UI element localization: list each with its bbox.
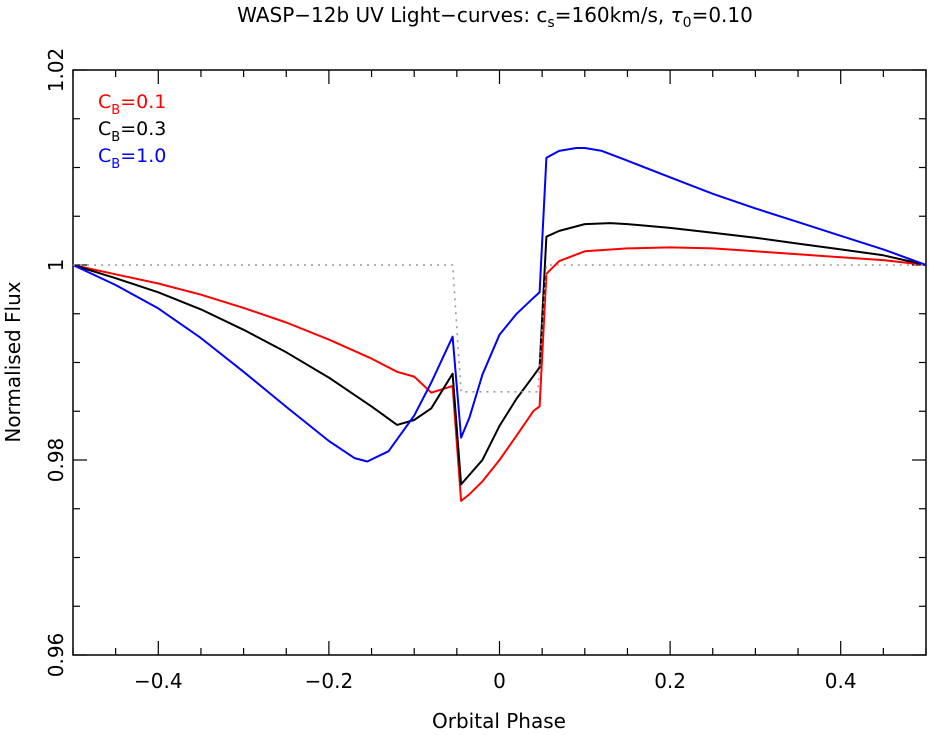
legend-label-main: C	[98, 118, 111, 140]
x-axis-label: Orbital Phase	[432, 709, 566, 733]
legend-label-sub: B	[111, 103, 120, 118]
series-line-3	[72, 147, 927, 463]
title-suffix: =0.10	[692, 3, 753, 27]
y-tick-label: 0.98	[44, 438, 68, 483]
legend-entry-3: CB=1.0	[98, 145, 166, 172]
x-tick-label: 0	[493, 669, 506, 693]
title-subscript-0: 0	[683, 15, 692, 31]
y-tick-label: 1.02	[44, 48, 68, 93]
series-line-2	[72, 222, 927, 486]
legend-entry-1: CB=0.1	[98, 91, 166, 118]
y-tick-label: 0.96	[44, 633, 68, 678]
tick-labels: −0.4 −0.2 0 0.2 0.4 0.96 0.98 1 1.02	[44, 48, 857, 693]
axis-ticks	[72, 69, 927, 656]
title-tau: τ	[671, 3, 684, 27]
x-tick-label: 0.4	[825, 669, 857, 693]
title-subscript-s: s	[547, 15, 554, 31]
legend-label-main: C	[98, 145, 111, 167]
plot-area	[72, 69, 927, 656]
x-tick-label: −0.4	[134, 669, 183, 693]
legend: CB=0.1CB=0.3CB=1.0	[98, 91, 166, 172]
y-axis-label: Normalised Flux	[1, 281, 25, 442]
legend-label-value: =0.1	[120, 91, 166, 113]
legend-label-sub: B	[111, 130, 120, 145]
x-tick-label: −0.2	[305, 669, 354, 693]
data-series	[72, 147, 927, 502]
legend-entry-2: CB=0.3	[98, 118, 166, 145]
legend-label-value: =0.3	[120, 118, 166, 140]
plot-frame	[72, 69, 927, 656]
legend-label-value: =1.0	[120, 145, 166, 167]
title-middle: =160km/s,	[555, 3, 671, 27]
reference-transit-curve	[73, 264, 926, 393]
series-line-1	[72, 246, 927, 502]
title-prefix: WASP−12b UV Light−curves: c	[237, 3, 547, 27]
x-tick-label: 0.2	[654, 669, 686, 693]
legend-label-main: C	[98, 91, 111, 113]
chart-title: WASP−12b UV Light−curves: cs=160km/s, τ0…	[237, 3, 753, 31]
y-tick-label: 1	[44, 259, 68, 272]
legend-label-sub: B	[111, 157, 120, 172]
